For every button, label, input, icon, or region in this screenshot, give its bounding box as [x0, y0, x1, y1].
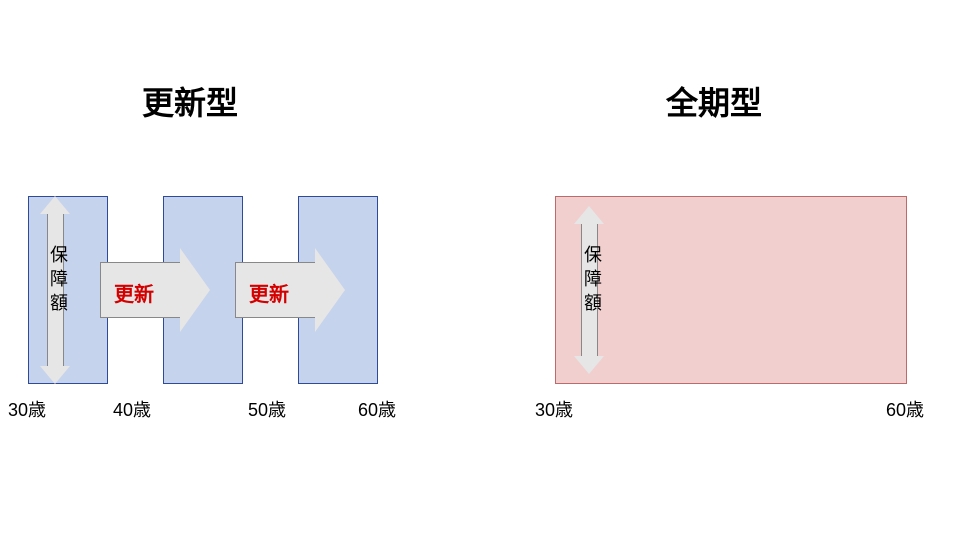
left-axis-30: 30歳	[8, 396, 46, 422]
left-axis-60: 60歳	[358, 396, 396, 422]
renewal-arrow-2: 更新	[235, 248, 345, 332]
renewal-arrow-1: 更新	[100, 248, 210, 332]
renewal-label-1: 更新	[114, 278, 154, 307]
right-block	[555, 196, 907, 384]
left-coverage-label: 保障額	[45, 245, 71, 317]
left-axis-40: 40歳	[113, 396, 151, 422]
renewal-label-2: 更新	[249, 278, 289, 307]
right-coverage-label: 保障額	[579, 245, 605, 317]
right-axis-30: 30歳	[535, 396, 573, 422]
right-title: 全期型	[666, 78, 762, 124]
left-axis-50: 50歳	[248, 396, 286, 422]
right-axis-60: 60歳	[886, 396, 924, 422]
left-title: 更新型	[142, 78, 238, 124]
